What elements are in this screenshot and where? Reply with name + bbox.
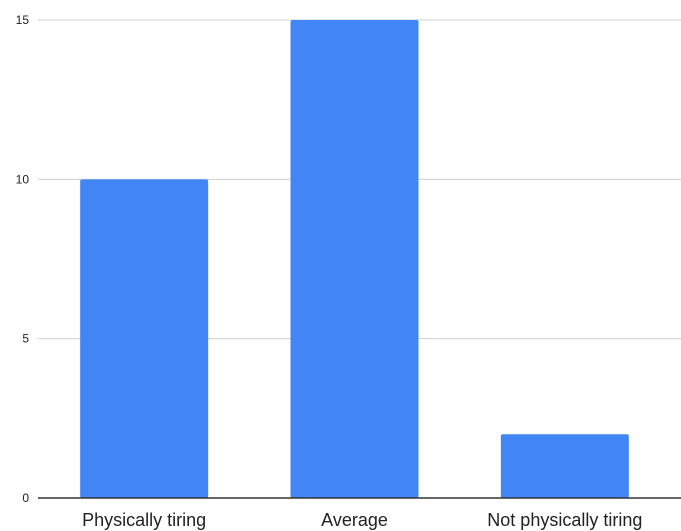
bar-not-physically-tiring [500, 434, 629, 498]
y-tick-label-10: 10 [16, 172, 30, 186]
x-label-average: Average [321, 510, 388, 530]
y-tick-label-5: 5 [22, 332, 29, 346]
x-label-not-physically-tiring: Not physically tiring [487, 510, 642, 530]
bar-average [290, 20, 419, 498]
y-tick-label-0: 0 [22, 491, 29, 505]
bars [80, 20, 629, 499]
y-tick-label-15: 15 [16, 13, 30, 27]
bar-physically-tiring [80, 179, 209, 499]
x-axis-labels: Physically tiring Average Not physically t… [82, 510, 642, 530]
x-label-physically-tiring: Physically tiring [82, 510, 206, 530]
y-axis-ticks: 0 5 10 15 [16, 13, 30, 505]
